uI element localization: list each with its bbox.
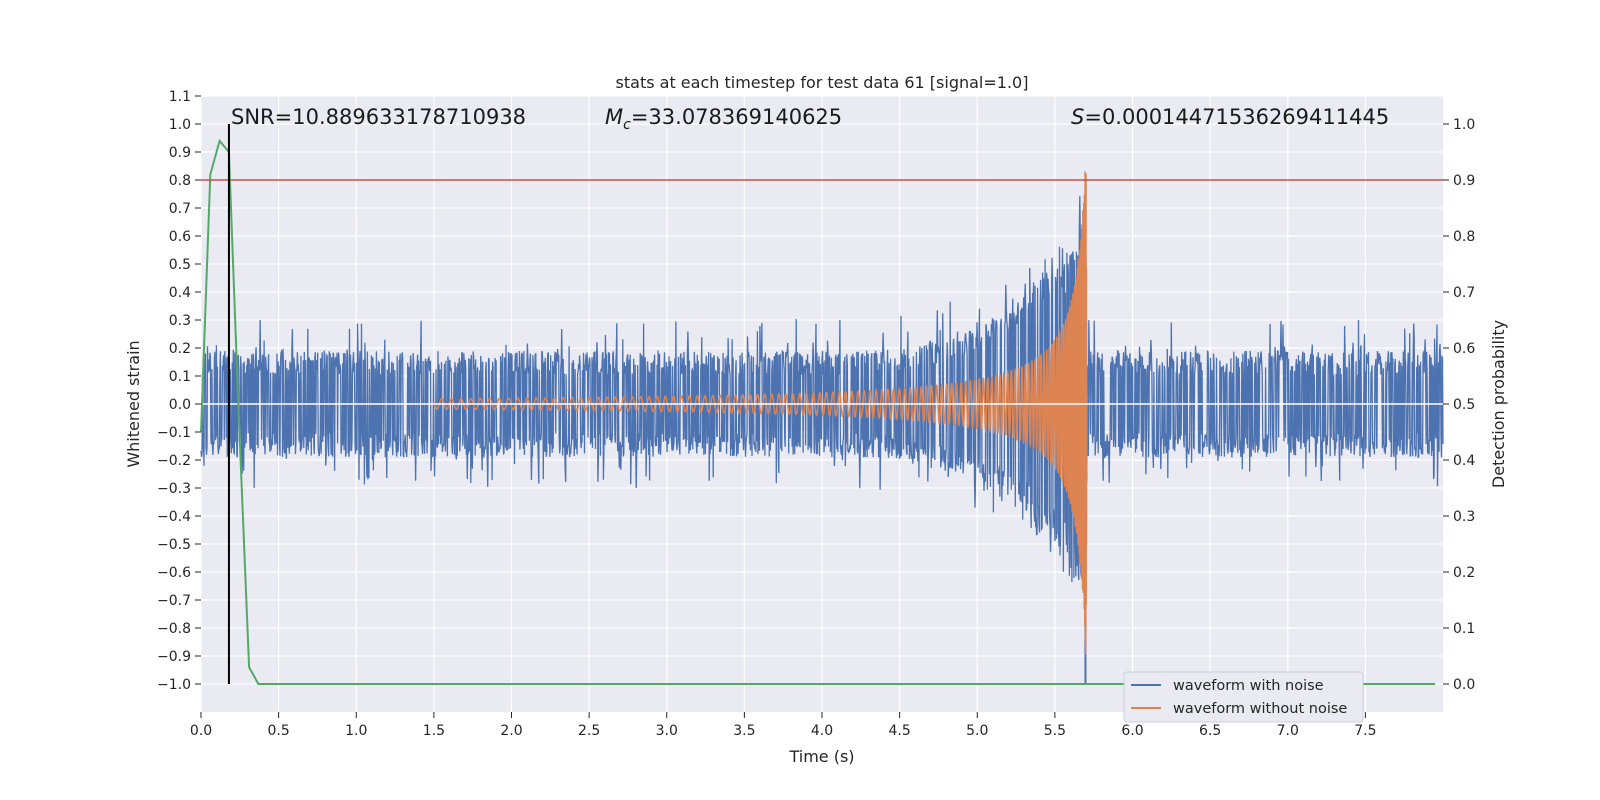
y2-axis-ticks: 1.0 0.9 0.8 0.7 0.6 0.5 0.4 0.3 0.2 0.1 0.0: [1443, 117, 1475, 693]
y-tick-label: −0.1: [157, 425, 191, 441]
y-tick-label: −0.3: [157, 481, 191, 497]
y-tick-label: 0.9: [169, 145, 191, 161]
y-tick-label: 0.2: [169, 341, 191, 357]
y-tick-label: 0.4: [169, 285, 191, 301]
y-tick-label: 0.0: [169, 397, 191, 413]
noisy-waveform-path: [200, 196, 1444, 589]
y-tick-label: 1.1: [169, 89, 191, 105]
y2-tick-label: 0.0: [1453, 677, 1475, 693]
x-tick-label: 0.0: [190, 723, 212, 739]
x-tick-label: 1.5: [423, 723, 445, 739]
x-tick-label: 7.5: [1354, 723, 1376, 739]
x-tick-label: 3.5: [733, 723, 755, 739]
y2-tick-label: 0.9: [1453, 173, 1475, 189]
x-tick-label: 3.0: [656, 723, 678, 739]
y-tick-label: −0.2: [157, 453, 191, 469]
y2-tick-label: 0.7: [1453, 285, 1475, 301]
y-tick-label: −1.0: [157, 677, 191, 693]
x-axis-ticks: 0.0 0.5 1.0 1.5 2.0 2.5 3.0 3.5 4.0 4.5 5.0 5.5 6.0 6…: [190, 712, 1377, 739]
legend-label-noise: waveform with noise: [1173, 678, 1324, 694]
y2-tick-label: 0.3: [1453, 509, 1475, 525]
y-tick-label: −0.8: [157, 621, 191, 637]
x-tick-label: 2.0: [500, 723, 522, 739]
y-tick-label: −0.5: [157, 537, 191, 553]
s-annotation: S=0.00014471536269411445: [1071, 105, 1389, 129]
y-tick-label: 0.5: [169, 257, 191, 273]
y-tick-label: −0.6: [157, 565, 191, 581]
legend-label-clean: waveform without noise: [1173, 701, 1347, 717]
series-detection-probability: [200, 138, 1436, 685]
y-tick-label: −0.7: [157, 593, 191, 609]
y-tick-label: −0.4: [157, 509, 191, 525]
x-tick-label: 4.5: [888, 723, 910, 739]
y2-tick-label: 0.1: [1453, 621, 1475, 637]
y-tick-label: 1.0: [169, 117, 191, 133]
y2-tick-label: 0.4: [1453, 453, 1475, 469]
chart-title: stats at each timestep for test data 61 …: [616, 73, 1029, 92]
y2-axis-label: Detection probability: [1489, 320, 1508, 488]
legend: waveform with noise waveform without noi…: [1123, 671, 1364, 723]
y-tick-label: 0.6: [169, 229, 191, 245]
y-tick-label: 0.3: [169, 313, 191, 329]
chirp-mass-annotation: Mc=33.078369140625: [605, 105, 842, 133]
y-tick-label: 0.7: [169, 201, 191, 217]
x-tick-label: 5.0: [966, 723, 988, 739]
y2-tick-label: 0.8: [1453, 229, 1475, 245]
probability-line: [200, 138, 1436, 685]
y-axis-label: Whitened strain: [124, 340, 143, 467]
legend-box: [1123, 671, 1364, 723]
snr-annotation: SNR=10.889633178710938: [231, 105, 526, 129]
y-tick-label: 0.1: [169, 369, 191, 385]
x-tick-label: 6.0: [1121, 723, 1143, 739]
y2-tick-label: 1.0: [1453, 117, 1475, 133]
x-tick-label: 2.5: [578, 723, 600, 739]
x-tick-label: 5.5: [1044, 723, 1066, 739]
y2-tick-label: 0.6: [1453, 341, 1475, 357]
x-axis-label: Time (s): [788, 747, 854, 766]
x-tick-label: 0.5: [267, 723, 289, 739]
x-tick-label: 4.0: [811, 723, 833, 739]
y-axis-ticks: 1.1 1.0 0.9 0.8 0.7 0.6 0.5 0.4 0.3 0.2 0.1 0.0 −0.1…: [157, 89, 201, 693]
x-tick-label: 7.0: [1277, 723, 1299, 739]
y-tick-label: −0.9: [157, 649, 191, 665]
x-tick-label: 1.0: [345, 723, 367, 739]
y2-tick-label: 0.2: [1453, 565, 1475, 581]
y2-tick-label: 0.5: [1453, 397, 1475, 413]
y-tick-label: 0.8: [169, 173, 191, 189]
x-tick-label: 6.5: [1199, 723, 1221, 739]
